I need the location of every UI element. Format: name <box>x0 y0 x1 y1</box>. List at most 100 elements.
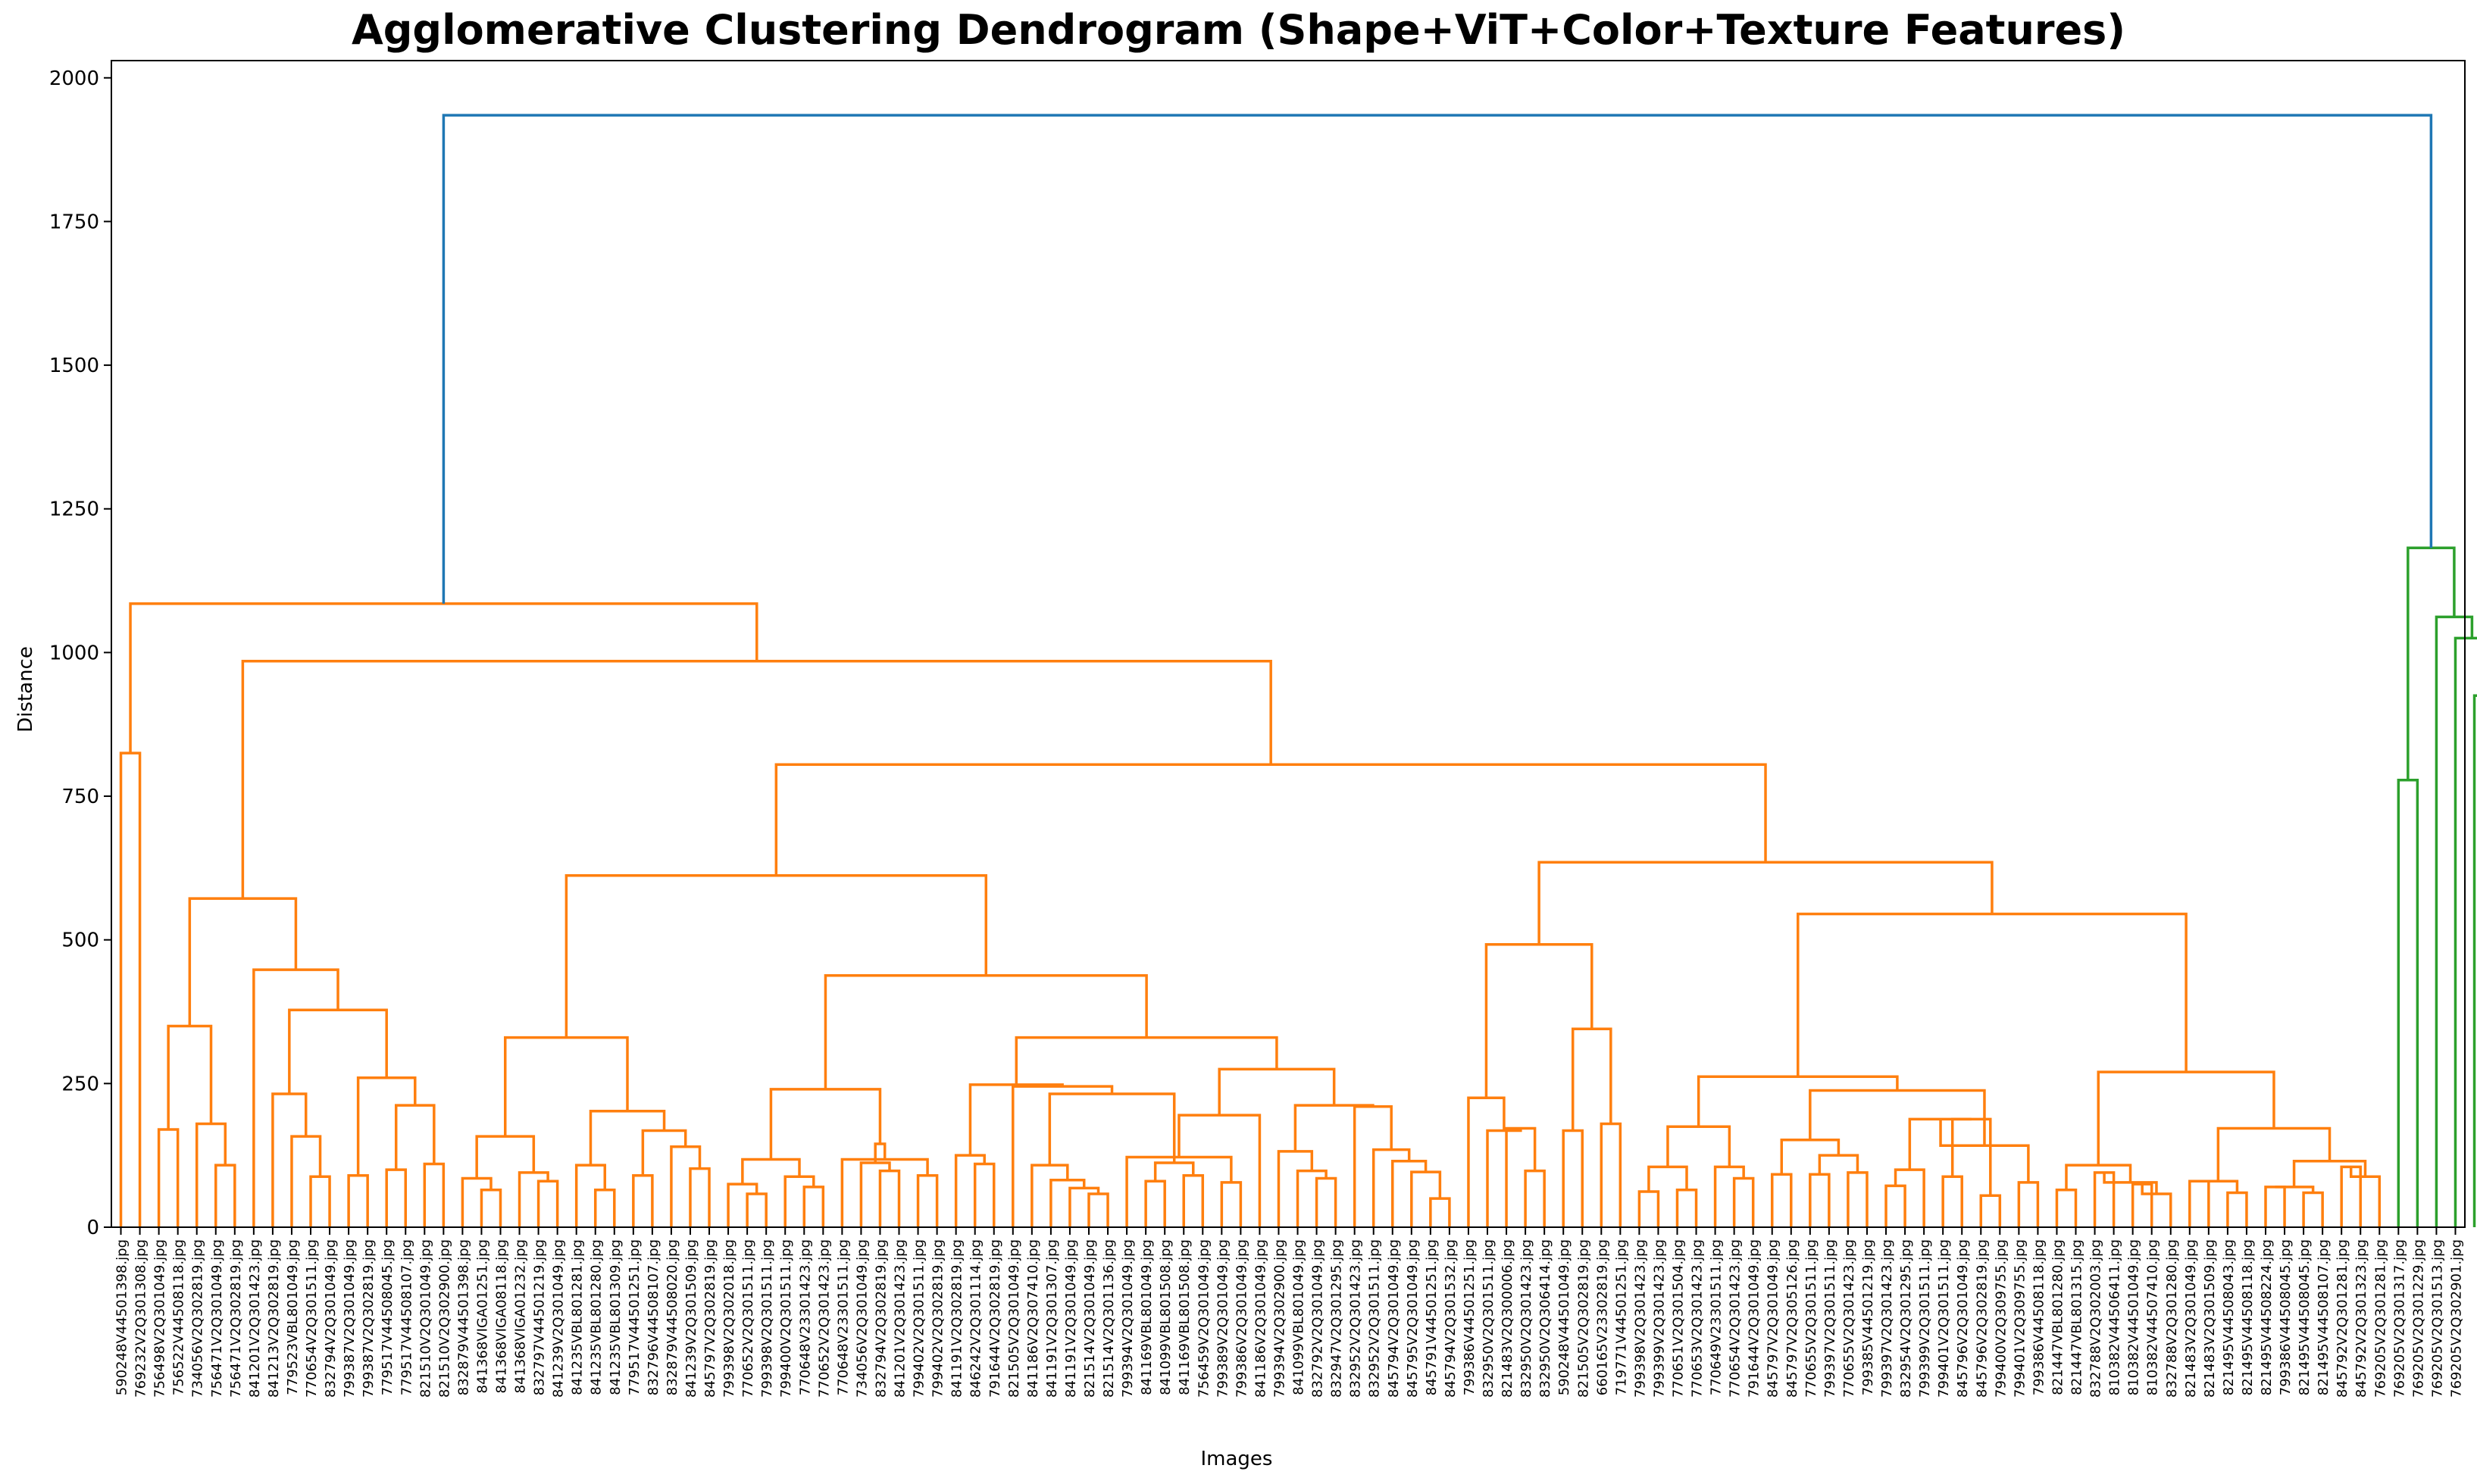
leaf-label: 590248V44501049.jpg <box>1556 1239 1572 1395</box>
dendrogram-link <box>1809 1173 1831 1227</box>
leaf-label: 841169VBL801508.jpg <box>1177 1239 1193 1395</box>
y-tick-label: 750 <box>61 786 99 808</box>
leaf-label: 821514V2Q301136.jpg <box>1101 1239 1117 1398</box>
leaf-label: 734056V2Q302819.jpg <box>190 1239 206 1398</box>
leaf-label: 799402V2Q302819.jpg <box>930 1239 946 1398</box>
dendrogram-link <box>1391 1160 1428 1227</box>
leaf-label: 660165V23302819.jpg <box>1594 1239 1610 1395</box>
dendrogram-link <box>565 873 988 1038</box>
dendrogram-link <box>385 1168 407 1227</box>
dendrogram-link <box>1637 1190 1660 1227</box>
dendrogram-link <box>859 1161 891 1227</box>
leaf-label: 799399V2Q301423.jpg <box>1651 1239 1667 1398</box>
leaf-label: 841191V2Q302819.jpg <box>949 1239 965 1398</box>
chart-title: Agglomerative Clustering Dendrogram (Sha… <box>351 6 2126 54</box>
leaf-label: 770651V2Q301504.jpg <box>1670 1239 1686 1398</box>
dendrogram-link <box>1770 1173 1793 1227</box>
dendrogram-link <box>347 1173 369 1227</box>
dendrogram-link <box>241 660 1272 899</box>
leaf-label: 770648V23301511.jpg <box>835 1239 851 1395</box>
dendrogram-link <box>480 1188 502 1227</box>
dendrogram-link <box>1894 1168 1925 1227</box>
dendrogram-link <box>1809 1089 1986 1146</box>
dendrogram-link <box>1675 1188 1698 1227</box>
dendrogram-link <box>1353 1104 1393 1227</box>
dendrogram-link <box>2407 546 2456 780</box>
dendrogram-link <box>1048 1092 1176 1166</box>
leaf-label: 841235VBL801280.jpg <box>589 1239 605 1395</box>
dendrogram-link <box>1847 1171 1869 1227</box>
dendrogram-link <box>2454 636 2477 1227</box>
dendrogram-link <box>2226 1191 2248 1227</box>
leaf-label: 799400V2Q309755.jpg <box>1993 1239 2009 1398</box>
y-tick-label: 250 <box>61 1073 99 1095</box>
leaf-label: 799394V2Q302900.jpg <box>1271 1239 1287 1398</box>
leaf-label: 799398V2Q302018.jpg <box>721 1239 737 1398</box>
leaf-label: 770652V2Q301423.jpg <box>816 1239 832 1398</box>
leaf-label: 845794V2Q301049.jpg <box>1386 1239 1402 1398</box>
dendrogram-link <box>1182 1173 1205 1227</box>
dendrogram-link <box>769 1088 882 1160</box>
leaf-label: 779523VBL801049.jpg <box>285 1239 301 1395</box>
leaf-label: 821510V2Q301049.jpg <box>418 1239 433 1398</box>
dendrogram-link <box>2275 1186 2315 1193</box>
leaf-label: 770653V2Q301423.jpg <box>1690 1239 1706 1398</box>
leaf-label: 845795V2Q301049.jpg <box>1405 1239 1421 1398</box>
dendrogram-link <box>727 1183 758 1227</box>
plot-frame <box>111 60 2466 1228</box>
dendrogram-link <box>1647 1165 1688 1192</box>
leaf-label: 799402V2Q301511.jpg <box>912 1239 927 1398</box>
leaf-label: 719771V44501251.jpg <box>1613 1239 1629 1395</box>
dendrogram-link <box>2097 1070 2275 1166</box>
dendrogram-link <box>916 1173 939 1227</box>
dendrogram-link <box>593 1188 616 1227</box>
leaf-label: 791644V2Q301049.jpg <box>1747 1239 1762 1398</box>
dendrogram-link <box>878 1169 901 1227</box>
leaf-label: 841235VBL801309.jpg <box>608 1239 624 1395</box>
dendrogram-link <box>309 1175 331 1227</box>
dendrogram-link <box>252 968 339 1227</box>
leaf-label: 832879V44508020.jpg <box>665 1239 680 1395</box>
leaf-label: 841368VIGA01251.jpg <box>474 1239 490 1393</box>
dendrogram-link <box>1315 1176 1337 1227</box>
dendrogram-link <box>1178 1114 1262 1227</box>
x-axis-label: Images <box>1201 1448 1273 1470</box>
dendrogram-link <box>1277 1150 1314 1227</box>
dendrogram-link <box>1031 1164 1069 1227</box>
leaf-label: 841213V2Q302819.jpg <box>266 1239 282 1398</box>
leaf-label: 841368VIGA08118.jpg <box>493 1239 509 1393</box>
leaf-label: 832952V2Q301511.jpg <box>1367 1239 1383 1398</box>
leaf-label: 821505V2Q301049.jpg <box>1006 1239 1022 1398</box>
leaf-label: 845796V2Q302819.jpg <box>1974 1239 1990 1398</box>
leaf-label: 845796V2Q301049.jpg <box>1955 1239 1971 1398</box>
dendrogram-link <box>1296 1169 1328 1227</box>
axes <box>111 60 2466 1228</box>
leaf-label: 845791V44501251.jpg <box>1424 1239 1440 1395</box>
dendrogram-link <box>2065 1164 2132 1190</box>
y-tick-label: 1250 <box>49 498 99 521</box>
y-tick-label: 1000 <box>49 642 99 664</box>
leaf-label: 799386V2Q301049.jpg <box>1234 1239 1249 1398</box>
dendrogram-links <box>119 114 2477 1227</box>
leaf-label: 841239V2Q301509.jpg <box>683 1239 699 1398</box>
dendrogram-link <box>741 1158 801 1185</box>
dendrogram-link <box>1908 1117 1972 1170</box>
dendrogram-link <box>2199 1179 2239 1193</box>
dendrogram-link <box>1884 1184 1906 1227</box>
leaf-label: 770648V23301423.jpg <box>797 1239 813 1395</box>
leaf-label: 799394V2Q301049.jpg <box>1120 1239 1136 1398</box>
dendrogram-link <box>1012 1085 1114 1227</box>
leaf-label: 810382V44501049.jpg <box>2126 1239 2142 1395</box>
dendrogram-link <box>2302 1191 2324 1227</box>
dendrogram-link <box>119 751 142 1227</box>
dendrogram-link <box>2188 1179 2210 1227</box>
dendrogram-link <box>2264 1186 2286 1227</box>
dendrogram-link <box>2340 1165 2362 1227</box>
leaf-label: 769205V2Q302901.jpg <box>2448 1239 2464 1398</box>
leaf-label: 832792V2Q301049.jpg <box>1310 1239 1326 1398</box>
leaf-label: 779517V44508045.jpg <box>380 1239 396 1395</box>
y-axis-ticks: 0 250 500 750 1000 1250 1500 1750 2000 <box>49 67 111 1239</box>
dendrogram-link <box>783 1175 815 1227</box>
leaf-label: 832954V2Q301295.jpg <box>1898 1239 1914 1398</box>
dendrogram-link <box>1153 1161 1195 1182</box>
